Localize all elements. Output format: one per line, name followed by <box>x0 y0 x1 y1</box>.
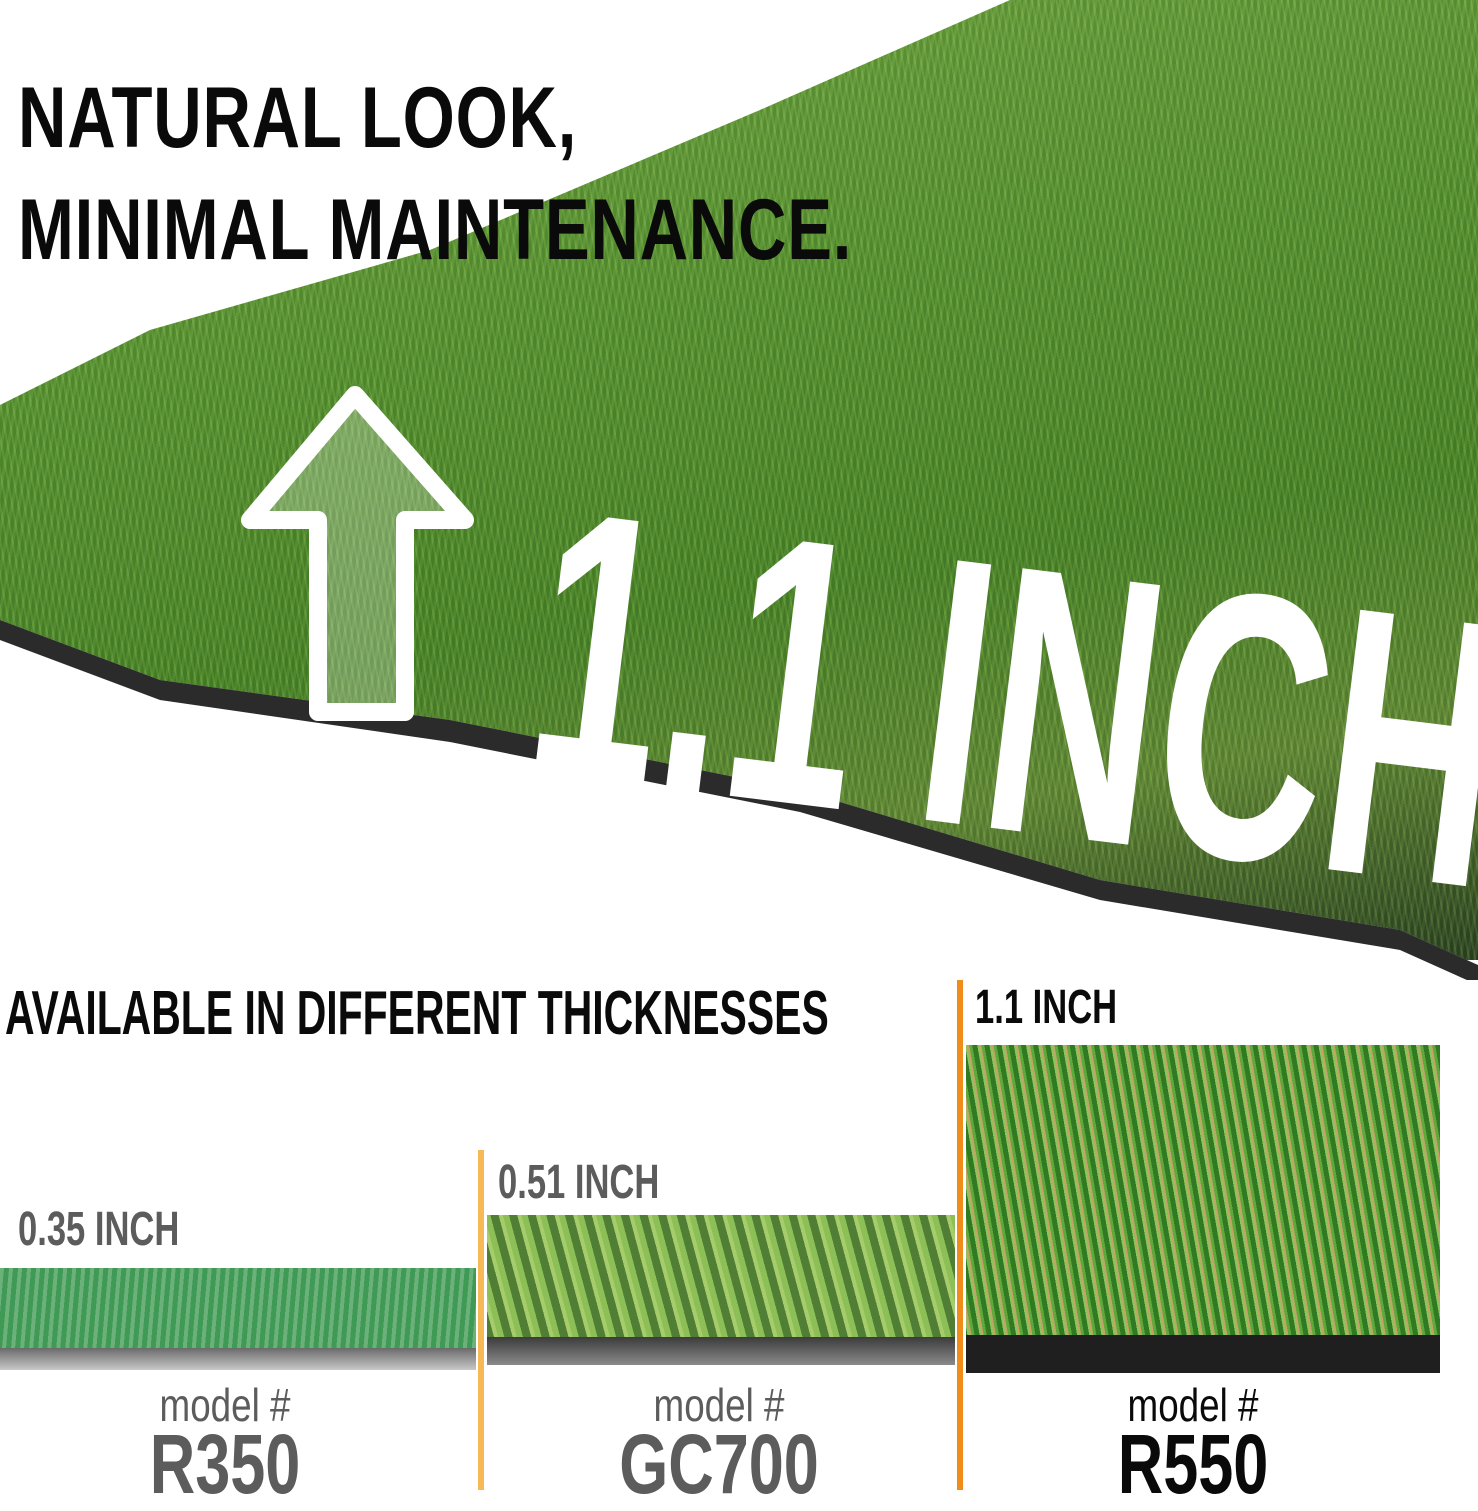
r350-grass-image <box>0 1268 476 1370</box>
divider-1 <box>478 1150 484 1490</box>
divider-2 <box>957 980 963 1490</box>
headline-line-2: MINIMAL MAINTENANCE. <box>18 182 853 278</box>
hero-overlay: 1.1 INCH <box>0 0 1478 960</box>
thickness-label: 0.35 INCH <box>18 1203 180 1256</box>
product-r350: 0.35 INCH model # R350 <box>0 1150 478 1506</box>
headline-line-1: NATURAL LOOK, <box>18 70 578 166</box>
model-label: model # <box>1127 1379 1259 1431</box>
gc700-grass-image <box>487 1215 955 1365</box>
section-title: AVAILABLE IN DIFFERENT THICKNESSES <box>5 979 829 1048</box>
headline: NATURAL LOOK, MINIMAL MAINTENANCE. <box>18 62 852 286</box>
model-label: model # <box>159 1379 291 1431</box>
product-gc700: 0.51 INCH model # GC700 <box>484 1150 957 1506</box>
product-r550: 1.1 INCH model # R550 <box>963 980 1478 1506</box>
model-code: GC700 <box>619 1417 819 1511</box>
model-label: model # <box>653 1379 785 1431</box>
thickness-label: 0.51 INCH <box>498 1156 660 1209</box>
r550-grass-image <box>966 1045 1440 1373</box>
model-code: R550 <box>1117 1417 1269 1511</box>
arrow-up-outline-icon <box>241 386 474 721</box>
model-code: R350 <box>149 1417 301 1511</box>
thickness-label: 1.1 INCH <box>975 981 1118 1034</box>
hero-height-label: 1.1 INCH <box>510 429 1478 960</box>
